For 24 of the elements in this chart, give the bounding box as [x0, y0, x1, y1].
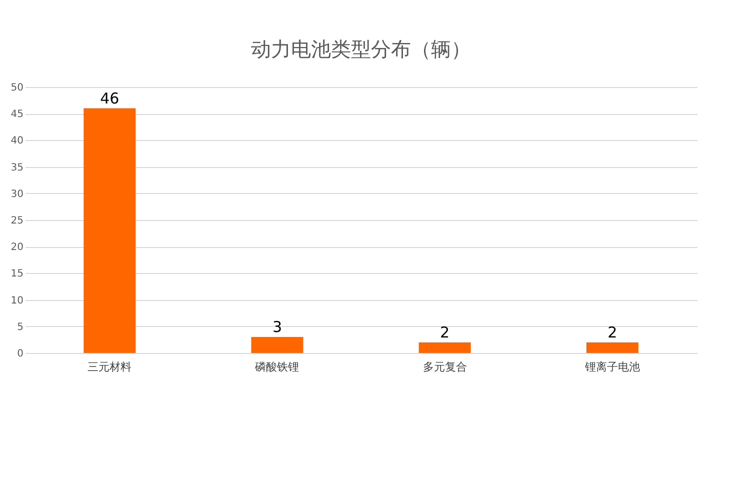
- y-tick-label: 15: [10, 268, 24, 280]
- y-tick-label: 5: [17, 322, 24, 333]
- y-tick-label: 20: [10, 242, 24, 254]
- data-label: 46: [100, 89, 120, 108]
- x-tick-label: 三元材料: [88, 360, 132, 374]
- bar: [418, 342, 471, 353]
- bar: [586, 342, 638, 353]
- y-tick-label: 10: [10, 295, 24, 306]
- bar: [84, 108, 136, 353]
- x-tick-label: 磷酸铁锂: [254, 360, 300, 374]
- data-label: 2: [440, 323, 450, 342]
- x-tick-label: 多元复合: [422, 360, 467, 374]
- data-label: 3: [272, 318, 282, 336]
- y-tick-label: 45: [10, 109, 24, 120]
- data-label: 2: [608, 323, 618, 342]
- chart-title: 动力电池类型分布（辆）: [251, 37, 471, 61]
- y-tick-label: 40: [10, 136, 24, 147]
- y-tick-label: 0: [17, 348, 24, 360]
- y-tick-label: 25: [10, 216, 24, 226]
- bar: [251, 337, 304, 353]
- y-tick-label: 35: [10, 162, 24, 174]
- y-tick-label: 30: [10, 188, 24, 200]
- x-tick-label: 锂离子电池: [584, 360, 640, 374]
- y-tick-label: 50: [10, 82, 24, 94]
